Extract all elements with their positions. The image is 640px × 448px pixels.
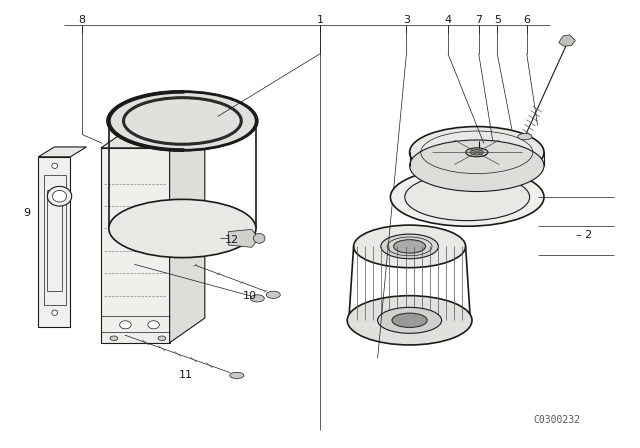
Text: 6: 6 [524, 15, 530, 25]
Ellipse shape [392, 313, 428, 327]
Text: 10: 10 [243, 291, 257, 301]
Ellipse shape [404, 173, 530, 221]
Ellipse shape [518, 134, 532, 140]
Ellipse shape [378, 307, 442, 333]
Ellipse shape [52, 163, 58, 168]
Polygon shape [38, 147, 86, 157]
Text: 8: 8 [78, 15, 86, 25]
Ellipse shape [109, 92, 256, 150]
Ellipse shape [109, 199, 256, 258]
Ellipse shape [466, 148, 488, 157]
Polygon shape [101, 123, 205, 148]
Polygon shape [559, 35, 575, 46]
Ellipse shape [250, 295, 264, 302]
Ellipse shape [470, 150, 483, 155]
Ellipse shape [52, 190, 67, 202]
Ellipse shape [348, 296, 472, 345]
Ellipse shape [410, 126, 544, 178]
Ellipse shape [266, 291, 280, 298]
Polygon shape [38, 157, 70, 327]
Ellipse shape [148, 321, 159, 329]
Ellipse shape [120, 321, 131, 329]
Text: 12: 12 [225, 235, 239, 245]
Ellipse shape [354, 225, 466, 268]
Ellipse shape [381, 234, 438, 259]
Ellipse shape [52, 310, 58, 315]
Text: 9: 9 [23, 208, 31, 218]
Ellipse shape [390, 168, 544, 226]
Text: 4: 4 [444, 15, 452, 25]
Ellipse shape [230, 372, 244, 379]
Ellipse shape [394, 240, 426, 253]
Text: 7: 7 [475, 15, 483, 25]
Text: 5: 5 [494, 15, 500, 25]
Text: – 2: – 2 [576, 230, 592, 240]
Text: 1: 1 [317, 15, 323, 25]
Polygon shape [228, 229, 256, 247]
Ellipse shape [110, 336, 118, 340]
Ellipse shape [158, 336, 166, 340]
Polygon shape [101, 148, 170, 343]
Text: 3: 3 [403, 15, 410, 25]
Ellipse shape [47, 186, 72, 206]
Polygon shape [170, 123, 205, 343]
Ellipse shape [410, 140, 544, 192]
Text: 11: 11 [179, 370, 193, 380]
Text: C0300232: C0300232 [533, 415, 580, 425]
Ellipse shape [253, 233, 265, 243]
